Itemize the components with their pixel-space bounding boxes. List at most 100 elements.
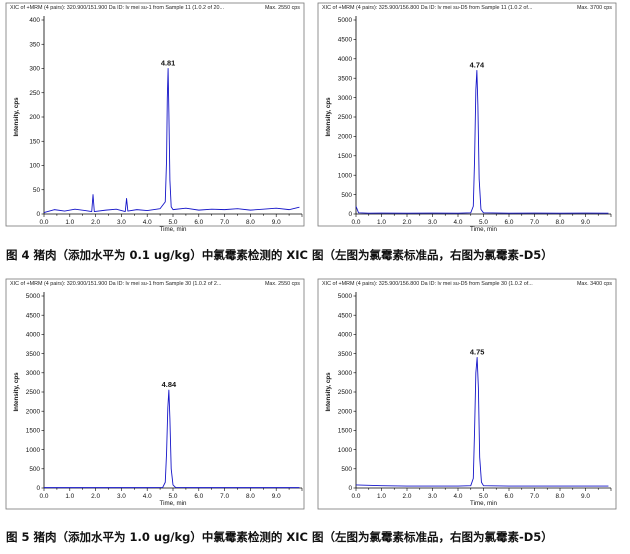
x-tick-label: 5.0 [169,219,178,226]
y-tick-label: 350 [29,41,40,48]
y-tick-label: 100 [29,163,40,170]
y-axis-label: Intensity, cps [325,97,332,137]
x-tick-label: 5.0 [479,493,488,500]
y-tick-label: 500 [341,192,352,199]
x-tick-label: 6.0 [194,493,203,500]
x-tick-label: 0.0 [352,219,361,226]
x-tick-label: 4.0 [454,493,463,500]
y-tick-label: 1000 [26,447,41,454]
x-axis-label: Time, min [470,500,497,507]
xic-trace [44,389,300,489]
y-tick-label: 300 [29,66,40,73]
x-tick-label: 3.0 [428,493,437,500]
x-tick-label: 8.0 [556,493,565,500]
y-tick-label: 0 [36,485,40,492]
y-tick-label: 2000 [338,134,353,141]
x-tick-label: 9.0 [581,493,590,500]
y-tick-label: 0 [348,211,352,218]
panel-frame [5,2,305,227]
peak-label: 4.81 [161,59,175,68]
x-tick-label: 9.0 [581,219,590,226]
y-tick-label: 2500 [338,389,353,396]
y-tick-label: 2500 [26,389,41,396]
y-tick-label: 3000 [338,95,353,102]
y-tick-label: 3500 [338,75,353,82]
x-tick-label: 5.0 [169,493,178,500]
panel-frame [317,278,617,510]
y-tick-label: 150 [29,138,40,145]
y-tick-label: 200 [29,114,40,121]
y-tick-label: 0 [36,211,40,218]
y-axis-label: Intensity, cps [13,372,20,412]
x-tick-label: 7.0 [220,493,229,500]
y-tick-label: 3500 [26,351,41,358]
x-tick-label: 1.0 [65,219,74,226]
y-tick-label: 2000 [338,408,353,415]
x-tick-label: 4.0 [143,219,152,226]
y-axis-label: Intensity, cps [325,372,332,412]
x-tick-label: 1.0 [65,493,74,500]
y-tick-label: 5000 [26,293,41,300]
x-tick-label: 7.0 [220,219,229,226]
panel-header: XIC of +MRM (4 pairs): 325.900/156.800 D… [322,5,532,11]
x-tick-label: 1.0 [377,493,386,500]
y-tick-label: 250 [29,90,40,97]
y-tick-label: 400 [29,17,40,24]
x-axis-label: Time, min [160,226,187,233]
xic-trace [43,68,300,213]
panel-max-label: Max. 2550 cps [265,281,300,287]
panel-frame [5,278,305,510]
x-tick-label: 7.0 [530,219,539,226]
x-tick-label: 7.0 [530,493,539,500]
y-axis-label: Intensity, cps [13,97,20,137]
y-tick-label: 1500 [338,428,353,435]
x-tick-label: 4.0 [143,493,152,500]
x-tick-label: 6.0 [505,493,514,500]
y-tick-label: 500 [341,466,352,473]
x-tick-label: 4.0 [454,219,463,226]
x-tick-label: 6.0 [505,219,514,226]
x-tick-label: 5.0 [479,219,488,226]
panel-max-label: Max. 3700 cps [577,5,612,11]
x-tick-label: 3.0 [428,219,437,226]
x-tick-label: 2.0 [403,219,412,226]
x-axis-label: Time, min [470,226,497,233]
x-tick-label: 3.0 [117,219,126,226]
y-tick-label: 4000 [26,332,41,339]
x-tick-label: 1.0 [377,219,386,226]
x-tick-label: 2.0 [91,493,100,500]
y-tick-label: 3500 [338,351,353,358]
x-tick-label: 8.0 [556,219,565,226]
y-tick-label: 1500 [26,428,41,435]
y-tick-label: 4500 [338,37,353,44]
x-tick-label: 9.0 [272,493,281,500]
panel-max-label: Max. 3400 cps [577,281,612,287]
x-tick-label: 0.0 [40,493,49,500]
x-tick-label: 9.0 [272,219,281,226]
peak-label: 4.74 [470,60,485,69]
y-tick-label: 5000 [338,17,353,24]
panel-max-label: Max. 2550 cps [265,5,300,11]
y-tick-label: 3000 [338,370,353,377]
x-axis-label: Time, min [160,500,187,507]
x-tick-label: 6.0 [194,219,203,226]
y-tick-label: 1500 [338,153,353,160]
x-tick-label: 0.0 [352,493,361,500]
chart-panel-1: XIC of +MRM (4 pairs): 320.900/151.900 D… [5,2,305,233]
chart-panel-3: XIC of +MRM (4 pairs): 320.900/151.900 D… [5,278,305,510]
peak-label: 4.84 [162,380,177,389]
peak-label: 4.75 [470,347,484,356]
xic-trace [355,69,609,214]
x-tick-label: 2.0 [403,493,412,500]
y-tick-label: 5000 [338,293,353,300]
y-tick-label: 3000 [26,370,41,377]
panel-header: XIC of +MRM (4 pairs): 320.900/151.900 D… [10,281,221,287]
x-tick-label: 8.0 [246,493,255,500]
panel-frame [317,2,617,227]
y-tick-label: 500 [29,466,40,473]
chart-panel-2: XIC of +MRM (4 pairs): 325.900/156.800 D… [317,2,617,233]
y-tick-label: 4000 [338,332,353,339]
y-tick-label: 4000 [338,56,353,63]
panel-header: XIC of +MRM (4 pairs): 325.900/156.800 D… [322,281,533,287]
